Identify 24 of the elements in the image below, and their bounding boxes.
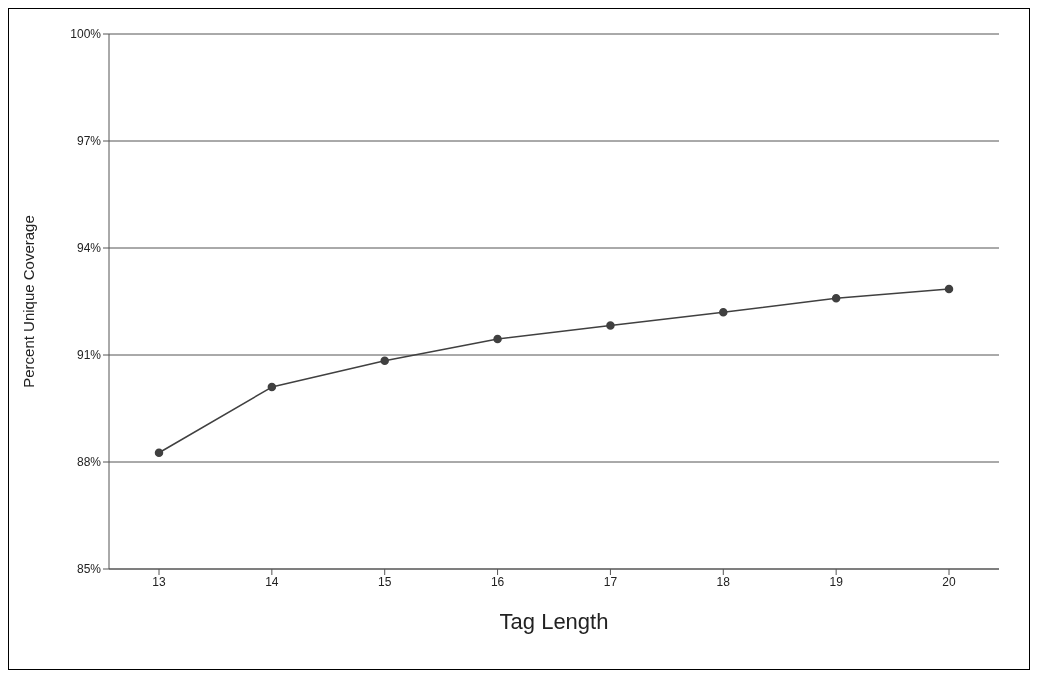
x-axis-title: Tag Length — [499, 609, 609, 634]
y-tick-label: 94% — [76, 241, 102, 256]
x-tick-label: 18 — [716, 574, 731, 589]
point — [831, 294, 841, 303]
x-tick-label: 15 — [378, 574, 392, 589]
y-tick-label: 91% — [76, 348, 102, 363]
x-tick-label: 13 — [152, 574, 166, 589]
x-tick-label: 14 — [265, 574, 279, 589]
x-tick-label: 17 — [603, 574, 618, 589]
point — [380, 356, 389, 365]
point — [606, 321, 615, 330]
y-tick-label: 85% — [76, 562, 102, 577]
point — [267, 382, 277, 392]
y-tick-label: 97% — [76, 134, 102, 149]
point — [719, 307, 728, 317]
point — [154, 448, 164, 457]
y-axis-title: Percent Unique Coverage — [20, 215, 38, 388]
y-tick-label: 100% — [70, 27, 102, 42]
y-tick-label: 88% — [76, 455, 102, 470]
x-tick-label: 19 — [829, 574, 844, 589]
point — [493, 334, 502, 344]
point — [944, 284, 954, 294]
x-tick-label: 16 — [490, 574, 505, 589]
x-tick-label: 20 — [942, 574, 956, 589]
